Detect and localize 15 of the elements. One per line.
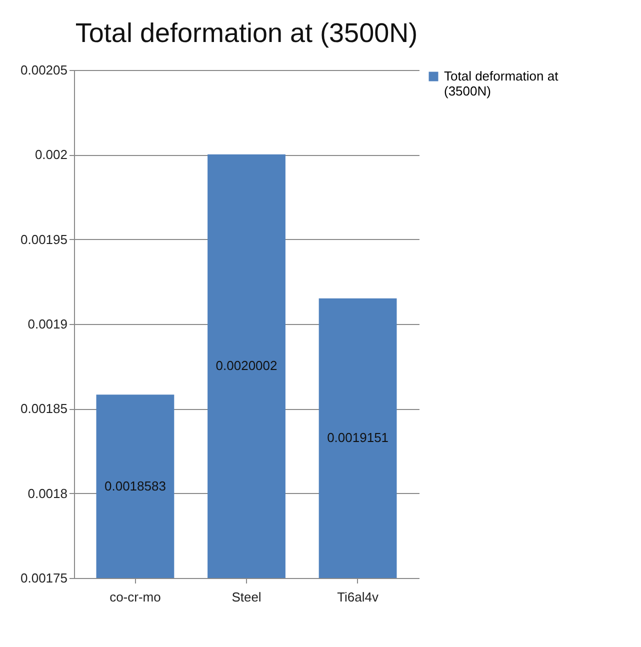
y-tick-label: 0.00195 (20, 232, 68, 247)
x-tick-label: Steel (232, 590, 262, 604)
y-tick-label: 0.00185 (20, 401, 68, 416)
data-label: 0.0020002 (216, 358, 278, 374)
y-tick-label: 0.0019 (28, 316, 68, 332)
data-label: 0.0018583 (104, 478, 166, 494)
chart-title: Total deformation at (3500N) (75, 18, 418, 48)
y-tick-label: 0.00205 (20, 62, 68, 78)
x-tick-label: Ti6al4v (337, 590, 379, 604)
legend-label: Total deformation at (3500N) (444, 68, 559, 98)
y-tick-label: 0.002 (34, 147, 68, 162)
y-tick-label: 0.0018 (28, 486, 68, 501)
data-label: 0.0019151 (327, 430, 389, 446)
x-tick-label: co-cr-mo (110, 590, 161, 604)
y-tick-label: 0.00175 (20, 570, 68, 586)
